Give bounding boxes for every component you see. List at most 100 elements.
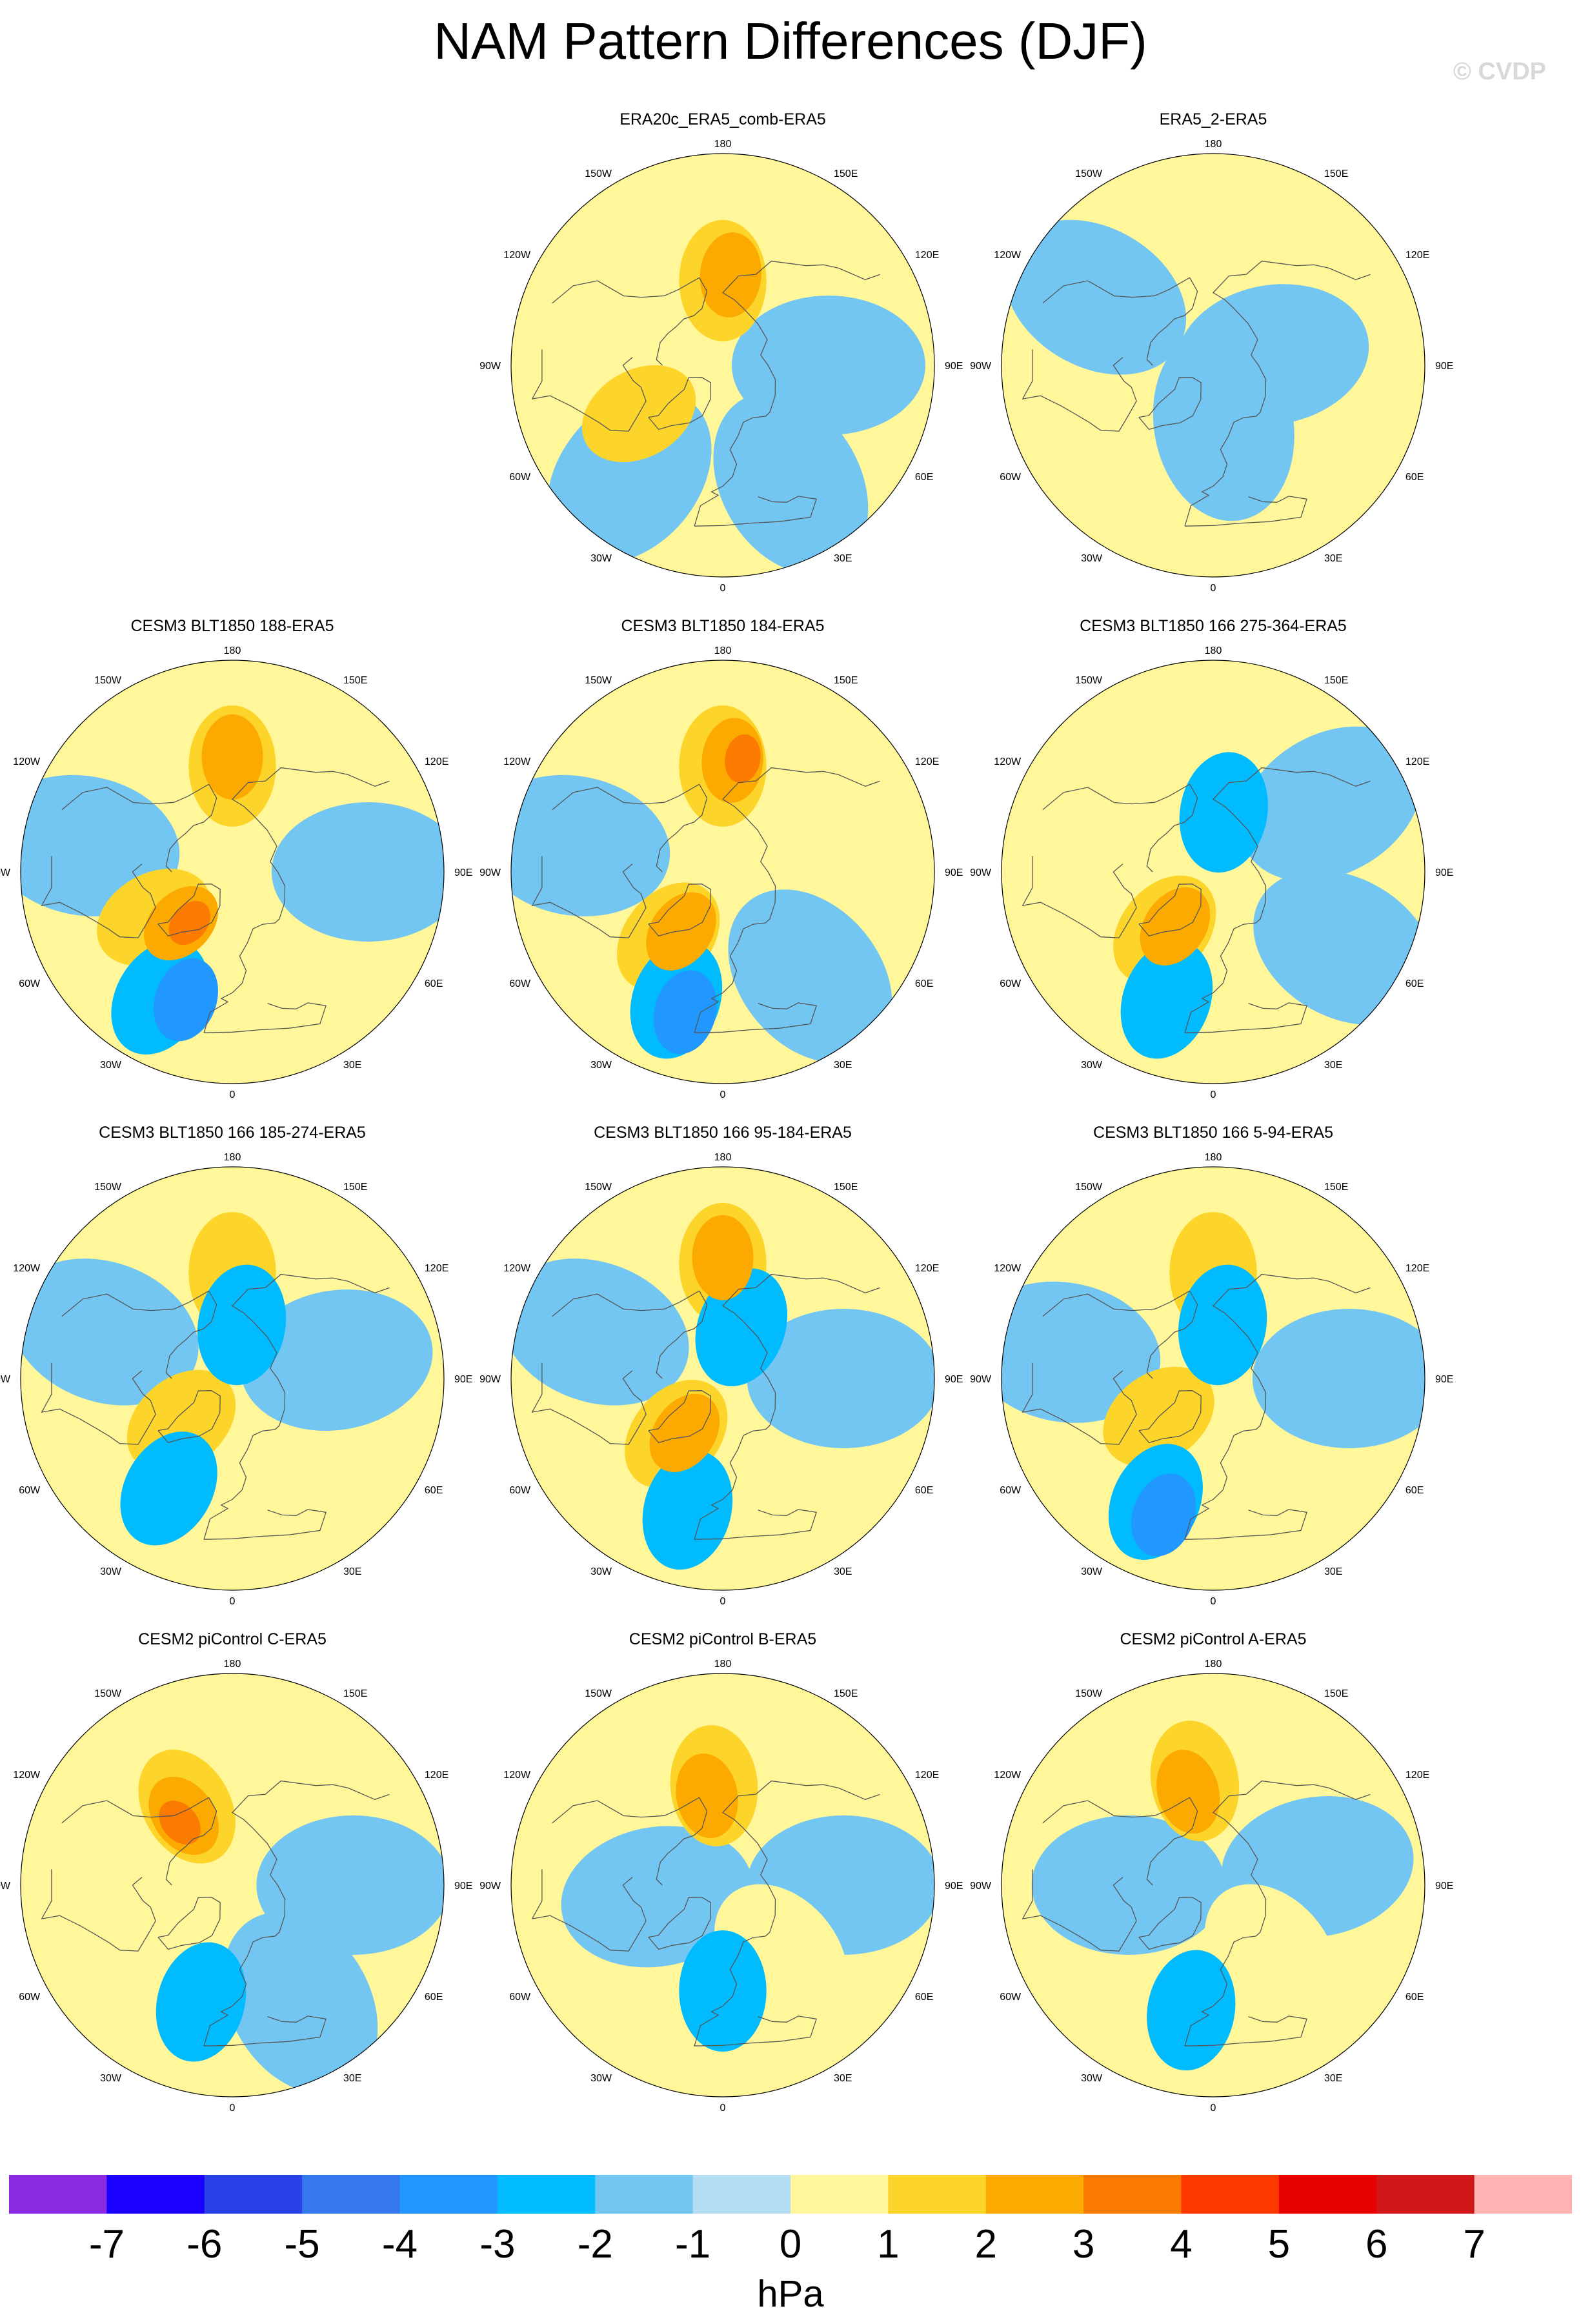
negative-anomaly — [1240, 726, 1422, 882]
map-panel: CESM3 BLT1850 166 185-274-ERA5 180 150E 120… — [0, 1123, 478, 1626]
longitude-label: 90W — [479, 1374, 501, 1385]
coastline — [203, 1273, 390, 1540]
negative-anomaly — [511, 1258, 689, 1406]
panel-title: CESM3 BLT1850 166 5-94-ERA5 — [1093, 1124, 1333, 1142]
longitude-label: 150W — [1075, 1182, 1103, 1193]
coastline — [203, 1780, 390, 2046]
polar-map: 180 150E 120E 90E 60E 30E 0 30W 60W 90W 120W 150W — [479, 1659, 963, 2114]
colorbar-swatch — [692, 2175, 791, 2214]
negative-anomaly — [1120, 940, 1213, 1059]
longitude-label: 120W — [13, 756, 41, 767]
colorbar-swatch — [9, 2175, 107, 2214]
coastline — [552, 277, 700, 304]
longitude-label: 60E — [915, 1485, 933, 1496]
colorbar-swatch — [1083, 2175, 1182, 2214]
positive-anomaly — [1205, 1884, 1338, 2025]
negative-anomaly — [642, 1450, 733, 1570]
longitude-label: 90E — [945, 1374, 963, 1385]
positive-anomaly — [646, 892, 716, 971]
longitude-label: 120W — [13, 1770, 41, 1781]
map-boundary — [1001, 660, 1425, 1084]
longitude-label: 150E — [1324, 1182, 1348, 1193]
map-boundary — [510, 153, 935, 578]
longitude-label: 30E — [343, 1060, 361, 1071]
map-panel: CESM3 BLT1850 166 95-184-ERA5 180 150E 120E… — [478, 1123, 968, 1626]
coastline — [204, 2016, 327, 2046]
map-boundary — [510, 1166, 935, 1591]
longitude-label: 120E — [425, 1263, 448, 1274]
colorbar — [9, 2175, 1572, 2214]
longitude-label: 150W — [585, 1688, 612, 1699]
longitude-label: 180 — [714, 645, 732, 656]
longitude-label: 120E — [915, 250, 939, 261]
coastline — [1138, 884, 1202, 937]
colorbar-tick-label: 0 — [779, 2222, 802, 2267]
negative-anomaly — [728, 889, 892, 1063]
colorbar-tick-label: 6 — [1365, 2222, 1388, 2267]
colorbar-swatch — [595, 2175, 694, 2214]
longitude-label: 120W — [503, 1770, 531, 1781]
longitude-label: 120E — [915, 756, 939, 767]
colorbar-tick-label: -7 — [88, 2222, 125, 2267]
polar-map: 180 150E 120E 90E 60E 30E 0 30W 60W 90W 120W 150W — [0, 645, 472, 1100]
negative-anomaly — [1176, 284, 1369, 426]
longitude-label: 30E — [343, 2073, 361, 2084]
map-boundary — [20, 1166, 445, 1591]
colorbar-swatch — [399, 2175, 498, 2214]
longitude-label: 0 — [720, 1089, 726, 1100]
coastline — [1185, 1509, 1307, 1540]
longitude-label: 180 — [224, 1659, 241, 1670]
longitude-label: 180 — [224, 1152, 241, 1163]
negative-anomaly — [1004, 219, 1187, 375]
longitude-label: 120W — [994, 756, 1022, 767]
longitude-label: 30E — [1324, 1566, 1342, 1577]
longitude-label: 60E — [915, 978, 933, 989]
longitude-label: 120W — [13, 1263, 41, 1274]
longitude-label: 150E — [834, 168, 858, 179]
coastline — [1138, 377, 1202, 430]
coastline — [41, 1869, 156, 1952]
colorbar-tick-label: -4 — [381, 2222, 418, 2267]
longitude-label: 60E — [1405, 472, 1424, 483]
colorbar-labels: -7 -6 -5 -4 -3 -2 -1 0 1 2 3 4 5 6 7 — [0, 2222, 1581, 2274]
longitude-label: 120W — [503, 250, 531, 261]
map-boundary — [510, 1673, 935, 2097]
longitude-label: 180 — [224, 645, 241, 656]
coastline — [1042, 1797, 1190, 1824]
colorbar-tick-label: -6 — [186, 2222, 223, 2267]
longitude-label: 30E — [834, 1060, 852, 1071]
longitude-label: 150E — [834, 1182, 858, 1193]
map-panel: CESM2 piControl C-ERA5 180 150E 120E 90E 60E 3… — [0, 1630, 478, 2133]
coastline — [694, 767, 880, 1033]
longitude-label: 180 — [1205, 1659, 1222, 1670]
panel-title: ERA5_2-ERA5 — [1159, 110, 1267, 128]
coastline — [1042, 783, 1190, 811]
positive-anomaly — [676, 1753, 738, 1839]
polar-map: 180 150E 120E 90E 60E 30E 0 30W 60W 90W 120W 150W — [0, 1152, 472, 1607]
polar-map: 180 150E 120E 90E 60E 30E 0 30W 60W 90W 120W 150W — [970, 645, 1453, 1100]
panel-title: ERA20c_ERA5_comb-ERA5 — [619, 110, 826, 128]
coastline — [531, 856, 647, 938]
longitude-label: 90E — [1435, 361, 1453, 372]
longitude-label: 120E — [915, 1770, 939, 1781]
cvdp-credit: © CVDP — [1453, 58, 1546, 85]
longitude-label: 60W — [1000, 472, 1022, 483]
longitude-label: 150W — [585, 675, 612, 686]
map-panel: CESM2 piControl A-ERA5 180 150E 120E 90E 60E 3… — [968, 1630, 1458, 2133]
longitude-label: 120E — [915, 1263, 939, 1274]
longitude-label: 90E — [454, 1881, 472, 1892]
longitude-label: 150W — [585, 168, 612, 179]
coastline — [165, 783, 217, 873]
longitude-label: 120E — [425, 1770, 448, 1781]
longitude-label: 30W — [590, 1060, 612, 1071]
longitude-label: 120E — [425, 756, 448, 767]
longitude-label: 90W — [970, 867, 992, 878]
longitude-label: 60W — [509, 1485, 531, 1496]
colorbar-tick-label: 7 — [1463, 2222, 1485, 2267]
negative-anomaly — [511, 774, 670, 916]
longitude-label: 120W — [994, 250, 1022, 261]
coastline — [157, 1897, 221, 1950]
longitude-label: 150E — [343, 675, 367, 686]
coastline — [1022, 856, 1137, 938]
longitude-label: 150E — [1324, 1688, 1348, 1699]
